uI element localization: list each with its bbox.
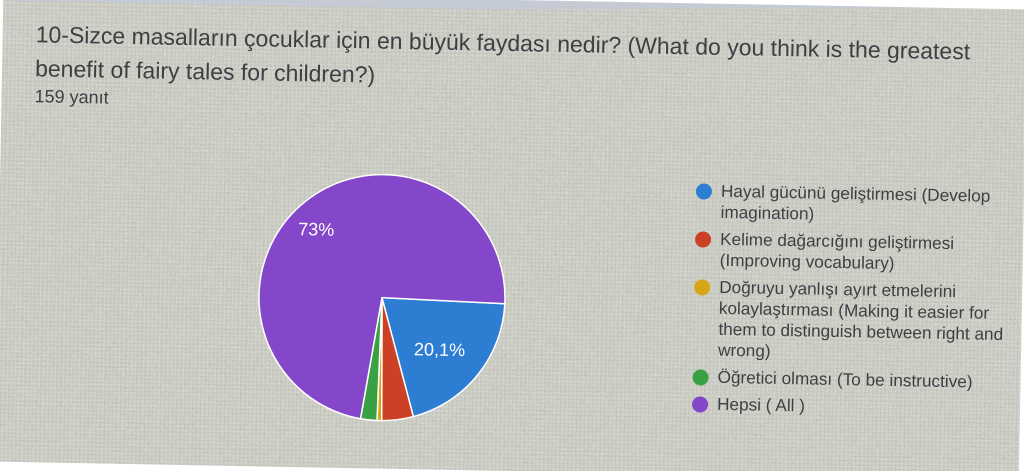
svg-text:20,1%: 20,1% <box>414 339 465 360</box>
svg-text:73%: 73% <box>298 219 334 240</box>
